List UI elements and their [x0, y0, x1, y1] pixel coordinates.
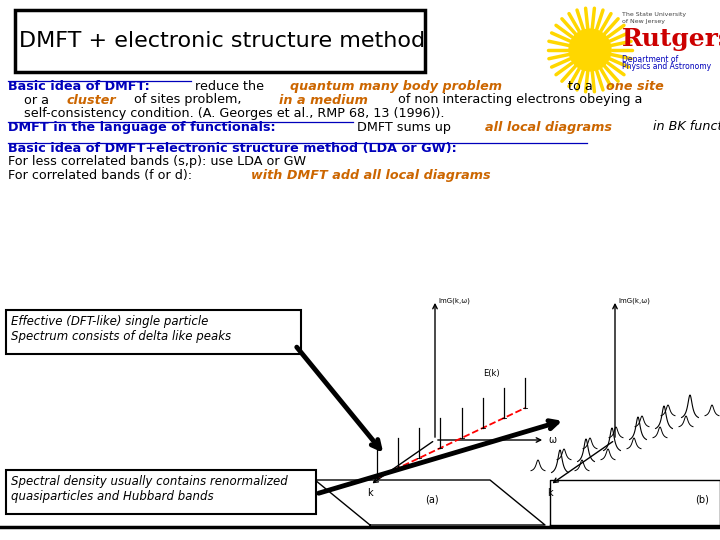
Text: The State University: The State University — [622, 12, 686, 17]
Text: E(k): E(k) — [483, 369, 500, 378]
Text: ω: ω — [548, 435, 556, 445]
Text: Effective (DFT-like) single particle: Effective (DFT-like) single particle — [11, 315, 208, 328]
Text: ImG(k,ω): ImG(k,ω) — [618, 298, 650, 305]
Text: Spectral density usually contains renormalized: Spectral density usually contains renorm… — [11, 475, 288, 488]
Text: Basic idea of DMFT:: Basic idea of DMFT: — [8, 80, 150, 93]
Text: in a medium: in a medium — [279, 93, 368, 106]
Text: in BK functional: in BK functional — [649, 120, 720, 133]
Text: self-consistency condition. (A. Georges et al., RMP 68, 13 (1996)).: self-consistency condition. (A. Georges … — [8, 107, 444, 120]
Bar — [6, 310, 301, 354]
Text: Rutgers: Rutgers — [622, 27, 720, 51]
Text: of New Jersey: of New Jersey — [622, 19, 665, 24]
Text: Spectrum consists of delta like peaks: Spectrum consists of delta like peaks — [11, 330, 231, 343]
Text: (a): (a) — [425, 495, 438, 505]
Text: of non interacting electrons obeying a: of non interacting electrons obeying a — [394, 93, 642, 106]
Text: (b): (b) — [695, 495, 709, 505]
Text: reduce the: reduce the — [191, 80, 268, 93]
Text: with DMFT add all local diagrams: with DMFT add all local diagrams — [251, 169, 490, 182]
Text: ImG(k,ω): ImG(k,ω) — [438, 298, 470, 305]
Text: of sites problem,: of sites problem, — [130, 93, 246, 106]
Text: all local diagrams: all local diagrams — [485, 120, 612, 133]
Text: DMFT sums up: DMFT sums up — [354, 120, 455, 133]
Text: cluster: cluster — [66, 93, 116, 106]
Text: DMFT in the language of functionals:: DMFT in the language of functionals: — [8, 120, 276, 133]
Text: Physics and Astronomy: Physics and Astronomy — [622, 62, 711, 71]
Text: to a: to a — [564, 80, 597, 93]
Text: k: k — [547, 488, 553, 498]
Polygon shape — [550, 480, 720, 525]
Circle shape — [569, 29, 611, 71]
Text: one site: one site — [606, 80, 664, 93]
Text: Basic idea of DMFT+electronic structure method (LDA or GW):: Basic idea of DMFT+electronic structure … — [8, 142, 456, 155]
Text: quasiparticles and Hubbard bands: quasiparticles and Hubbard bands — [11, 490, 214, 503]
Text: For less correlated bands (s,p): use LDA or GW: For less correlated bands (s,p): use LDA… — [8, 156, 306, 168]
Text: Department of: Department of — [622, 55, 678, 64]
Text: k: k — [367, 488, 373, 498]
Bar — [6, 470, 316, 514]
Bar — [15, 10, 425, 72]
Polygon shape — [315, 480, 545, 525]
Text: or a: or a — [8, 93, 53, 106]
Text: DMFT + electronic structure method: DMFT + electronic structure method — [19, 31, 425, 51]
Text: quantum many body problem: quantum many body problem — [290, 80, 503, 93]
Text: For correlated bands (f or d):: For correlated bands (f or d): — [8, 169, 196, 182]
